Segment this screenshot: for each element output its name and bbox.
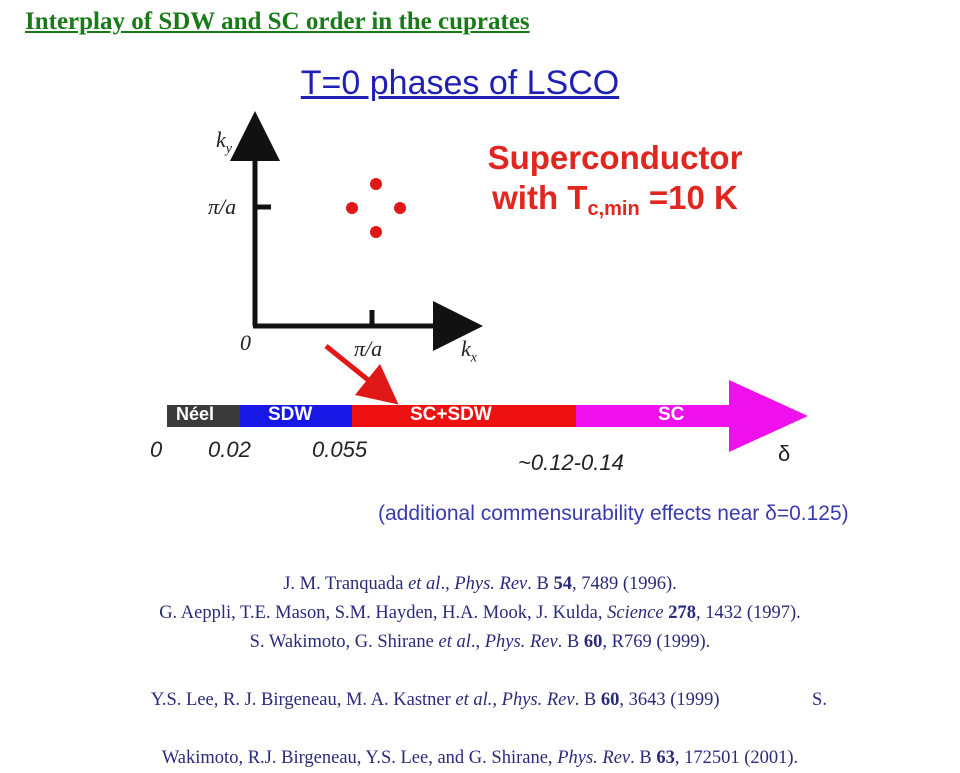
sc-sdw-label: SC+SDW bbox=[410, 404, 492, 425]
ky-label: ky bbox=[216, 127, 232, 157]
x-tick-label: π/a bbox=[354, 336, 383, 361]
tick-0: 0 bbox=[150, 437, 163, 462]
segment-sdw bbox=[240, 405, 352, 427]
peak-bottom bbox=[370, 226, 382, 238]
delta-symbol: δ bbox=[778, 441, 791, 466]
reference-1: J. M. Tranquada et al., Phys. Rev. B 54,… bbox=[283, 574, 677, 594]
segment-sc-arrow bbox=[576, 380, 808, 452]
origin-label: 0 bbox=[240, 330, 251, 355]
sdw-label: SDW bbox=[268, 404, 313, 425]
peak-top bbox=[370, 178, 382, 190]
page-subtitle: T=0 phases of LSCO bbox=[300, 64, 620, 102]
y-tick-label: π/a bbox=[208, 194, 237, 219]
k-space-diagram bbox=[167, 111, 808, 452]
superconductor-label: Superconductor with Tc,min =10 K bbox=[487, 139, 743, 220]
tick-0-055: 0.055 bbox=[312, 437, 368, 462]
reference-2: G. Aeppli, T.E. Mason, S.M. Hayden, H.A.… bbox=[159, 603, 801, 623]
page-header: Interplay of SDW and SC order in the cup… bbox=[25, 8, 530, 35]
reference-3: S. Wakimoto, G. Shirane et al., Phys. Re… bbox=[249, 632, 711, 652]
peak-right bbox=[394, 202, 406, 214]
sc-label: SC bbox=[658, 404, 685, 425]
tick-0-02: 0.02 bbox=[208, 437, 251, 462]
peak-left bbox=[346, 202, 358, 214]
reference-4: Y.S. Lee, R. J. Birgeneau, M. A. Kastner… bbox=[150, 690, 827, 710]
segment-sc-sdw bbox=[352, 405, 576, 427]
references: J. M. Tranquada et al., Phys. Rev. B 54,… bbox=[0, 570, 960, 773]
segment-neel bbox=[167, 405, 240, 427]
crossover-range: ~0.12-0.14 bbox=[518, 450, 624, 475]
pointer-arrow bbox=[324, 344, 399, 405]
kx-label: kx bbox=[461, 336, 477, 366]
reference-5: Wakimoto, R.J. Birgeneau, Y.S. Lee, and … bbox=[161, 748, 799, 768]
commensurability-note: (additional commensurability effects nea… bbox=[378, 502, 849, 525]
neel-label: Néel bbox=[176, 404, 215, 424]
